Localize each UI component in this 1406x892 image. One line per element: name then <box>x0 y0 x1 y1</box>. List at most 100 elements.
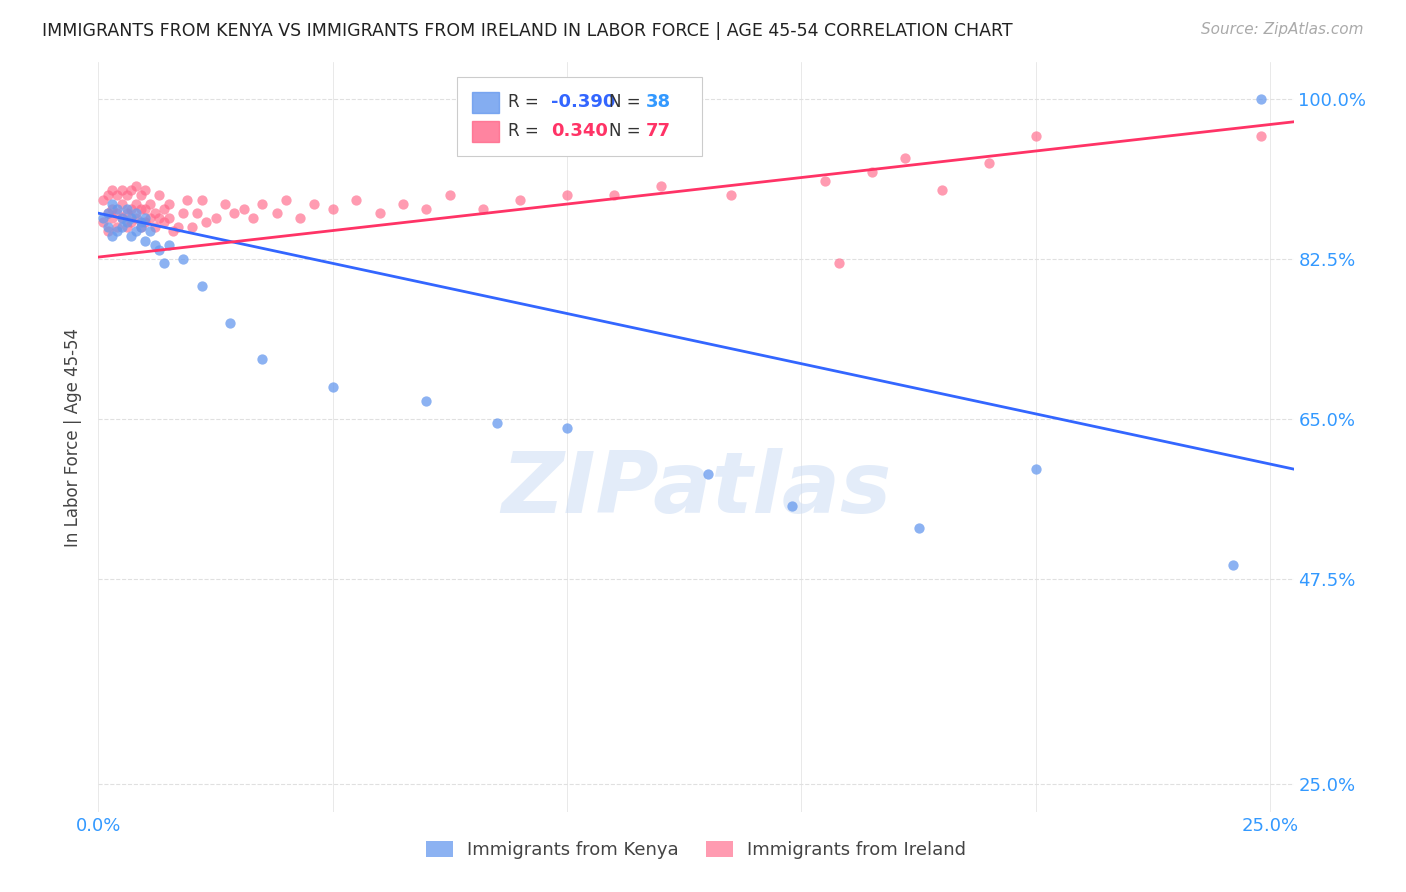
Text: R =: R = <box>509 93 544 112</box>
Point <box>143 206 166 220</box>
Point <box>415 393 437 408</box>
Point <box>1025 462 1047 476</box>
Point <box>157 238 180 252</box>
Text: ZIPatlas: ZIPatlas <box>501 448 891 531</box>
Point <box>860 165 883 179</box>
Point <box>111 197 134 211</box>
Text: Source: ZipAtlas.com: Source: ZipAtlas.com <box>1201 22 1364 37</box>
Bar <box>472 92 499 112</box>
Point <box>129 219 152 234</box>
Point <box>242 211 264 225</box>
Point <box>190 279 212 293</box>
Point <box>97 219 120 234</box>
Point <box>485 417 508 431</box>
Point <box>115 215 138 229</box>
Bar <box>472 121 499 142</box>
Point <box>134 183 156 197</box>
Point <box>415 202 437 216</box>
Text: N =: N = <box>609 93 645 112</box>
Text: 38: 38 <box>645 93 671 112</box>
Point <box>134 211 156 225</box>
Point <box>148 211 170 225</box>
Point <box>214 197 236 211</box>
Point <box>125 211 148 225</box>
Point <box>105 225 128 239</box>
Point <box>125 225 148 239</box>
Point <box>167 219 190 234</box>
Point <box>218 316 240 330</box>
Point <box>172 206 194 220</box>
Point <box>190 193 212 207</box>
Text: R =: R = <box>509 122 544 140</box>
Text: N =: N = <box>609 122 645 140</box>
Point <box>252 352 274 367</box>
Point <box>368 206 391 220</box>
Point <box>120 202 142 216</box>
Point <box>129 202 152 216</box>
Point <box>288 211 311 225</box>
Point <box>186 206 208 220</box>
Point <box>274 193 297 207</box>
Point <box>1222 558 1244 572</box>
Point <box>157 197 180 211</box>
Point <box>828 256 851 270</box>
Point <box>977 156 1000 170</box>
Point <box>471 202 494 216</box>
Point <box>814 174 837 188</box>
Point <box>134 215 156 229</box>
Point <box>111 211 134 225</box>
Point <box>153 256 176 270</box>
Point <box>195 215 218 229</box>
Point <box>134 234 156 248</box>
Point <box>129 219 152 234</box>
Point <box>439 188 461 202</box>
Point <box>172 252 194 266</box>
Text: 77: 77 <box>645 122 671 140</box>
Point <box>322 380 344 394</box>
Point <box>101 211 124 225</box>
Point <box>392 197 415 211</box>
Point <box>120 215 142 229</box>
Point <box>97 206 120 220</box>
FancyBboxPatch shape <box>457 78 702 156</box>
Point <box>720 188 742 202</box>
Point <box>105 206 128 220</box>
Point <box>893 152 915 166</box>
Point <box>302 197 325 211</box>
Point <box>931 183 953 197</box>
Point <box>204 211 226 225</box>
Point <box>120 229 142 244</box>
Point <box>153 202 176 216</box>
Point <box>780 499 803 513</box>
Point <box>105 219 128 234</box>
Point <box>157 211 180 225</box>
Point <box>105 188 128 202</box>
Point <box>97 206 120 220</box>
Point <box>101 229 124 244</box>
Point <box>176 193 198 207</box>
Point <box>105 202 128 216</box>
Point <box>224 206 246 220</box>
Point <box>125 197 148 211</box>
Point <box>115 219 138 234</box>
Point <box>129 215 152 229</box>
Point <box>603 188 626 202</box>
Point <box>907 521 929 535</box>
Point <box>91 211 114 225</box>
Point <box>120 183 142 197</box>
Point <box>134 202 156 216</box>
Point <box>91 215 114 229</box>
Point <box>266 206 288 220</box>
Point <box>153 215 176 229</box>
Point <box>101 197 124 211</box>
Legend: Immigrants from Kenya, Immigrants from Ireland: Immigrants from Kenya, Immigrants from I… <box>419 834 973 866</box>
Point <box>139 197 162 211</box>
Point <box>252 197 274 211</box>
Point <box>148 243 170 257</box>
Point <box>111 211 134 225</box>
Point <box>120 211 142 225</box>
Point <box>148 188 170 202</box>
Point <box>1025 128 1047 143</box>
Point <box>322 202 344 216</box>
Text: -0.390: -0.390 <box>551 93 616 112</box>
